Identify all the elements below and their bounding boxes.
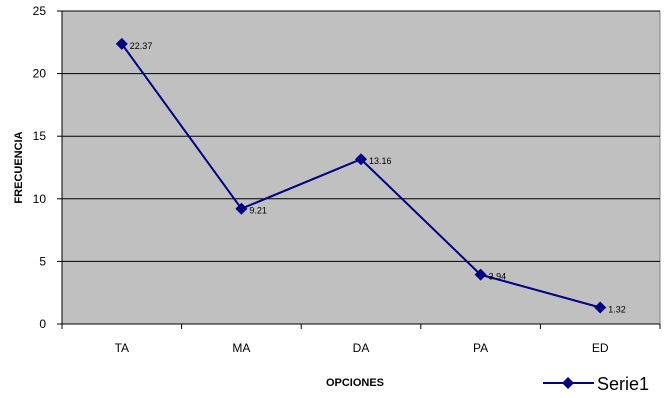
x-tick-label: DA [353,341,370,355]
x-tick-label: ED [592,341,609,355]
y-axis-title: FRECUENCIA [13,131,25,203]
x-tick-label: MA [232,341,250,355]
data-label: 9.21 [249,206,267,216]
legend-diamond-marker [562,377,574,389]
data-label: 1.32 [608,304,626,314]
data-label: 13.16 [369,156,392,166]
x-tick-label: TA [115,341,129,355]
plot-area [62,11,660,324]
y-tick-label: 25 [33,4,47,18]
x-axis-ticks: TA MA DA PA ED [62,324,660,355]
y-tick-label: 15 [33,129,47,143]
legend-label: Serie1 [597,374,649,394]
y-tick-label: 0 [39,317,46,331]
y-tick-label: 10 [33,192,47,206]
x-axis-title: OPCIONES [326,377,384,389]
legend: Serie1 [543,374,649,394]
data-label: 22.37 [130,41,153,51]
y-axis-ticks: 0 5 10 15 20 25 [33,4,62,331]
data-label: 3.94 [489,272,507,282]
y-tick-label: 20 [33,67,47,81]
y-tick-label: 5 [39,254,46,268]
x-tick-label: PA [473,341,488,355]
